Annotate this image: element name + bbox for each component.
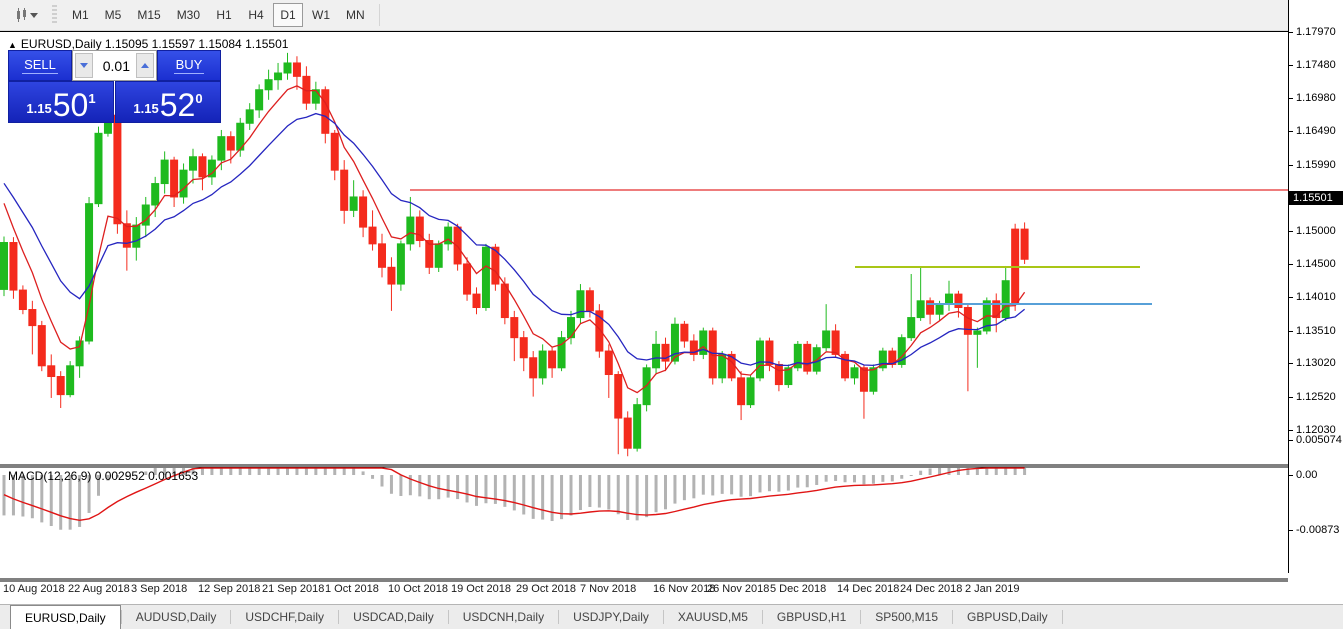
triangle-up-icon [141, 63, 149, 68]
chart-window: ▲ EURUSD,Daily 1.15095 1.15597 1.15084 1.… [0, 31, 1343, 605]
tab-separator [761, 610, 763, 624]
macd-tick-label: 0.00 [1288, 469, 1318, 481]
timeframe-button-m30[interactable]: M30 [176, 8, 201, 22]
date-tick-label: 10 Oct 2018 [388, 583, 448, 595]
chart-tab-usdcad-daily[interactable]: USDCAD,Daily [353, 610, 434, 624]
chart-tab-eurusd-daily[interactable]: EURUSD,Daily [10, 605, 121, 629]
toolbar-separator [378, 4, 380, 26]
chart-tab-usdchf-daily[interactable]: USDCHF,Daily [245, 610, 325, 624]
symbol-marker-icon: ▲ [8, 40, 17, 50]
lot-decrease-button[interactable] [75, 53, 93, 78]
tab-separator [952, 610, 953, 624]
lot-increase-button[interactable] [136, 53, 154, 78]
chart-tab-xauusd-m5[interactable]: XAUUSD,M5 [677, 610, 748, 624]
price-tick-label: 1.15000 [1289, 225, 1336, 237]
chart-tab-usdjpy-daily[interactable]: USDJPY,Daily [573, 610, 649, 624]
date-tick-label: 2 Jan 2019 [965, 583, 1020, 595]
tab-separator [447, 610, 449, 624]
price-tick-label: 1.13510 [1289, 325, 1336, 337]
timeframe-button-h4[interactable]: H4 [248, 8, 264, 22]
price-tick-label: 1.13020 [1289, 357, 1336, 369]
one-click-trading-panel: SELL 0.01 BUY 1.15 50 1 1.15 52 0 [8, 50, 221, 123]
tab-separator [662, 610, 664, 624]
sell-button[interactable]: SELL [8, 50, 72, 81]
price-tick-label: 1.15990 [1289, 159, 1336, 171]
tab-separator [120, 610, 122, 624]
date-tick-label: 5 Dec 2018 [770, 583, 827, 595]
timeframe-button-w1[interactable]: W1 [312, 8, 331, 22]
price-tick-label: 1.16980 [1289, 92, 1336, 104]
date-tick-label: 24 Dec 2018 [900, 583, 963, 595]
date-tick-label: 7 Nov 2018 [580, 583, 637, 595]
tab-separator [860, 610, 862, 624]
chart-tab-gbpusd-h1[interactable]: GBPUSD,H1 [776, 610, 847, 624]
chevron-down-icon [30, 12, 38, 18]
date-tick-label: 1 Oct 2018 [325, 583, 379, 595]
chart-tab-gbpusd-daily[interactable]: GBPUSD,Daily [967, 610, 1048, 624]
macd-indicator-label: MACD(12,26,9) 0.002952 0.001653 [8, 469, 199, 483]
chart-tab-usdcnh-daily[interactable]: USDCNH,Daily [462, 610, 545, 624]
lot-size-value[interactable]: 0.01 [102, 57, 130, 74]
price-chart[interactable] [0, 32, 1288, 605]
date-tick-label: 21 Sep 2018 [262, 583, 325, 595]
price-tick-label: 1.17970 [1289, 26, 1336, 38]
timeframe-buttons: M1 M5 M15 M30 H1 H4 D1 W1 MN [64, 3, 373, 27]
price-tick-label: 1.16490 [1289, 125, 1336, 137]
toolbar-grip [52, 5, 57, 25]
chart-tab-audusd-daily[interactable]: AUDUSD,Daily [135, 610, 217, 624]
date-tick-label: 12 Sep 2018 [198, 583, 261, 595]
date-tick-label: 26 Nov 2018 [707, 583, 770, 595]
timeframe-button-h1[interactable]: H1 [216, 8, 232, 22]
date-tick-label: 10 Aug 2018 [3, 583, 65, 595]
date-tick-label: 22 Aug 2018 [68, 583, 130, 595]
tab-separator [1061, 610, 1063, 624]
chart-tab-sp500-m15[interactable]: SP500,M15 [875, 610, 938, 624]
top-toolbar: M1 M5 M15 M30 H1 H4 D1 W1 MN [0, 0, 1343, 31]
candlestick-chart-icon [15, 8, 27, 22]
buy-price-tile[interactable]: 1.15 52 0 [115, 81, 221, 123]
timeframe-button-m5[interactable]: M5 [104, 8, 122, 22]
buy-button[interactable]: BUY [157, 50, 221, 81]
sell-price-tile[interactable]: 1.15 50 1 [8, 81, 114, 123]
timeframe-button-mn[interactable]: MN [346, 8, 365, 22]
triangle-down-icon [80, 63, 88, 68]
timeframe-button-m1[interactable]: M1 [72, 8, 89, 22]
date-tick-label: 16 Nov 2018 [653, 583, 716, 595]
date-tick-label: 29 Oct 2018 [516, 583, 576, 595]
price-tick-label: 1.14010 [1289, 291, 1336, 303]
date-tick-label: 14 Dec 2018 [837, 583, 900, 595]
tab-separator [338, 610, 340, 624]
macd-tick-label: -0.00873 [1288, 524, 1340, 536]
macd-tick-label: 0.005074 [1289, 434, 1342, 446]
timeframe-button-d1[interactable]: D1 [273, 3, 304, 27]
tab-separator [558, 610, 560, 624]
lot-size-stepper: 0.01 [72, 50, 157, 81]
price-axis[interactable]: 1.17970 1.17480 1.16980 1.16490 1.15990 1.150… [1288, 0, 1343, 573]
chart-type-button[interactable] [8, 4, 45, 26]
symbol-quote-line: ▲ EURUSD,Daily 1.15095 1.15597 1.15084 1.… [8, 37, 289, 51]
date-tick-label: 19 Oct 2018 [451, 583, 511, 595]
price-tick-label: 1.12030 [1289, 424, 1336, 436]
price-tick-label: 1.17480 [1289, 59, 1336, 71]
price-tick-label: 1.14500 [1289, 258, 1336, 270]
date-tick-label: 3 Sep 2018 [131, 583, 188, 595]
chart-tab-bar: EURUSD,Daily AUDUSD,Daily USDCHF,Daily USDC… [0, 604, 1343, 629]
timeframe-button-m15[interactable]: M15 [137, 8, 161, 22]
price-tick-label: 1.12520 [1289, 391, 1336, 403]
tab-separator [230, 610, 232, 624]
current-price-badge: 1.15501 [1289, 191, 1343, 205]
